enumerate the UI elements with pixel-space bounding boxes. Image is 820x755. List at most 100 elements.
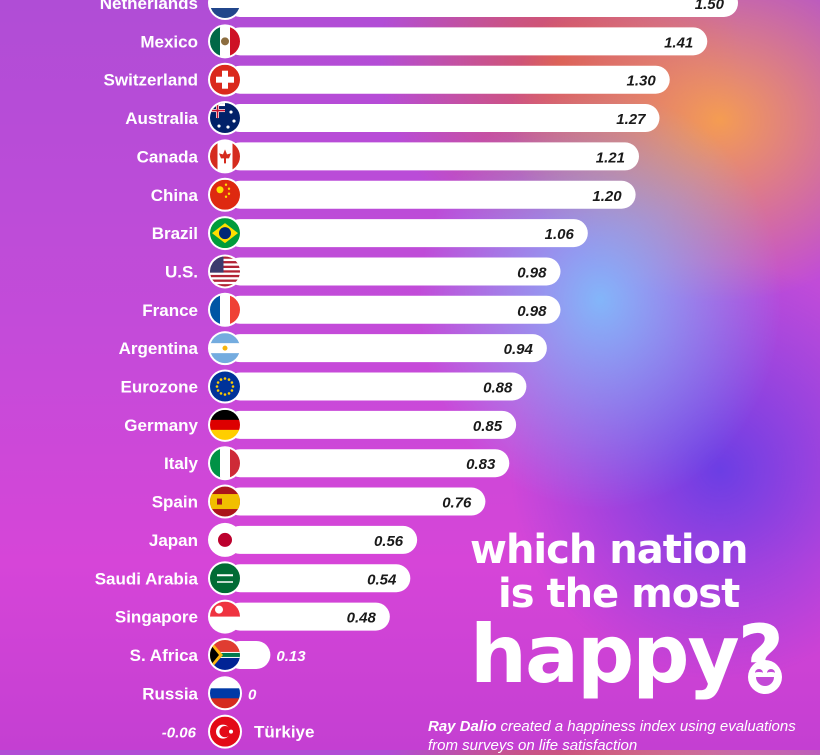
value-label: 1.30 [627,73,657,90]
value-label: 0.94 [504,341,534,358]
country-label: Germany [124,416,198,435]
country-label: Argentina [119,339,199,358]
country-label: Italy [164,454,199,473]
bar [226,334,547,363]
us-flag-icon [210,256,240,287]
netherlands-flag-icon [210,0,240,18]
south-africa-flag-icon [210,639,240,670]
bar-row: Eurozone 0.88 [121,369,527,404]
value-label: 1.27 [616,111,646,128]
turkiye-flag-icon [210,716,240,747]
bar [226,104,660,133]
value-label: 0.98 [517,303,547,320]
bar-row: Netherlands 1.50 [100,0,738,20]
singapore-flag-icon [210,601,240,632]
russia-flag-icon [210,678,240,709]
country-label: Singapore [115,608,198,627]
bar [226,27,708,56]
country-label: China [151,186,199,205]
germany-flag-icon [210,409,240,440]
saudi-arabia-flag-icon [210,563,240,594]
country-label: Eurozone [121,378,198,397]
value-label: 1.50 [695,0,725,13]
bar [226,65,670,94]
bar-row: Brazil 1.06 [152,216,588,251]
country-label: Netherlands [100,0,198,13]
bar [226,180,636,209]
bar-row: Saudi Arabia 0.54 [95,561,411,596]
value-label: 1.21 [596,149,625,166]
bar-row: U.S. 0.98 [165,254,561,289]
country-label: Japan [149,531,198,550]
bar-row: Türkiye -0.06 [162,714,314,749]
value-label: 0.13 [276,648,306,665]
bar [226,295,561,324]
bar [226,410,517,439]
china-flag-icon [210,179,240,210]
value-label: 1.41 [664,34,693,51]
bar [226,449,510,478]
brazil-flag-icon [210,218,240,249]
eurozone-flag-icon [210,371,240,402]
country-label: U.S. [165,262,198,281]
country-label: Spain [152,493,198,512]
country-label: Mexico [140,32,198,51]
bar-row: Japan 0.56 [149,522,418,557]
footnote: Ray Dalio created a happiness index usin… [428,717,808,755]
country-label: Brazil [152,224,198,243]
france-flag-icon [210,294,240,325]
bar [226,142,640,171]
japan-flag-icon [210,524,240,555]
value-label: 0.98 [517,264,547,281]
bar-row: Germany 0.85 [124,407,517,442]
bar [226,487,486,516]
value-label: 1.06 [545,226,575,243]
spain-flag-icon [210,486,240,517]
bar [226,219,588,248]
value-label: 0 [248,686,257,703]
value-label: 0.83 [466,456,496,473]
bar [226,564,411,593]
bar [226,257,561,286]
value-label: 0.85 [473,418,503,435]
value-label: -0.06 [162,725,197,742]
value-label: 0.76 [442,495,472,512]
headline-line-3: happy? [470,608,784,701]
bar-row: Italy 0.83 [164,446,510,481]
headline-line-1: which nation [470,527,749,573]
value-label: 0.88 [483,380,513,397]
switzerland-flag-icon [210,64,240,95]
bar-row: Switzerland 1.30 [104,62,670,97]
bar [226,0,738,17]
bar [226,525,418,554]
headline: which nation is the most happy? [470,527,810,701]
bar-row: S. Africa 0.13 [130,637,306,672]
country-label: France [142,301,198,320]
bar-row: Australia 1.27 [125,101,660,136]
mexico-flag-icon [210,26,240,57]
footnote-emphasis: Ray Dalio [428,718,497,735]
bar-row: Spain 0.76 [152,484,486,519]
country-label: Türkiye [254,723,314,742]
country-label: S. Africa [130,646,199,665]
bar-row: Russia 0 [142,676,257,711]
bar-row: Argentina 0.94 [119,331,547,366]
canada-flag-icon [210,141,240,172]
australia-flag-icon [210,103,240,134]
value-label: 0.54 [367,571,397,588]
country-label: Saudi Arabia [95,569,199,588]
bar-row: France 0.98 [142,292,561,327]
bar-row: China 1.20 [151,177,636,212]
bar-row: Mexico 1.41 [140,24,708,59]
bar [226,372,527,401]
country-label: Australia [125,109,198,128]
italy-flag-icon [210,448,240,479]
value-label: 0.56 [374,533,404,550]
value-label: 1.20 [592,188,622,205]
country-label: Canada [137,147,199,166]
bar [226,602,390,631]
country-label: Russia [142,684,198,703]
value-label: 0.48 [347,610,377,627]
country-label: Switzerland [104,71,198,90]
